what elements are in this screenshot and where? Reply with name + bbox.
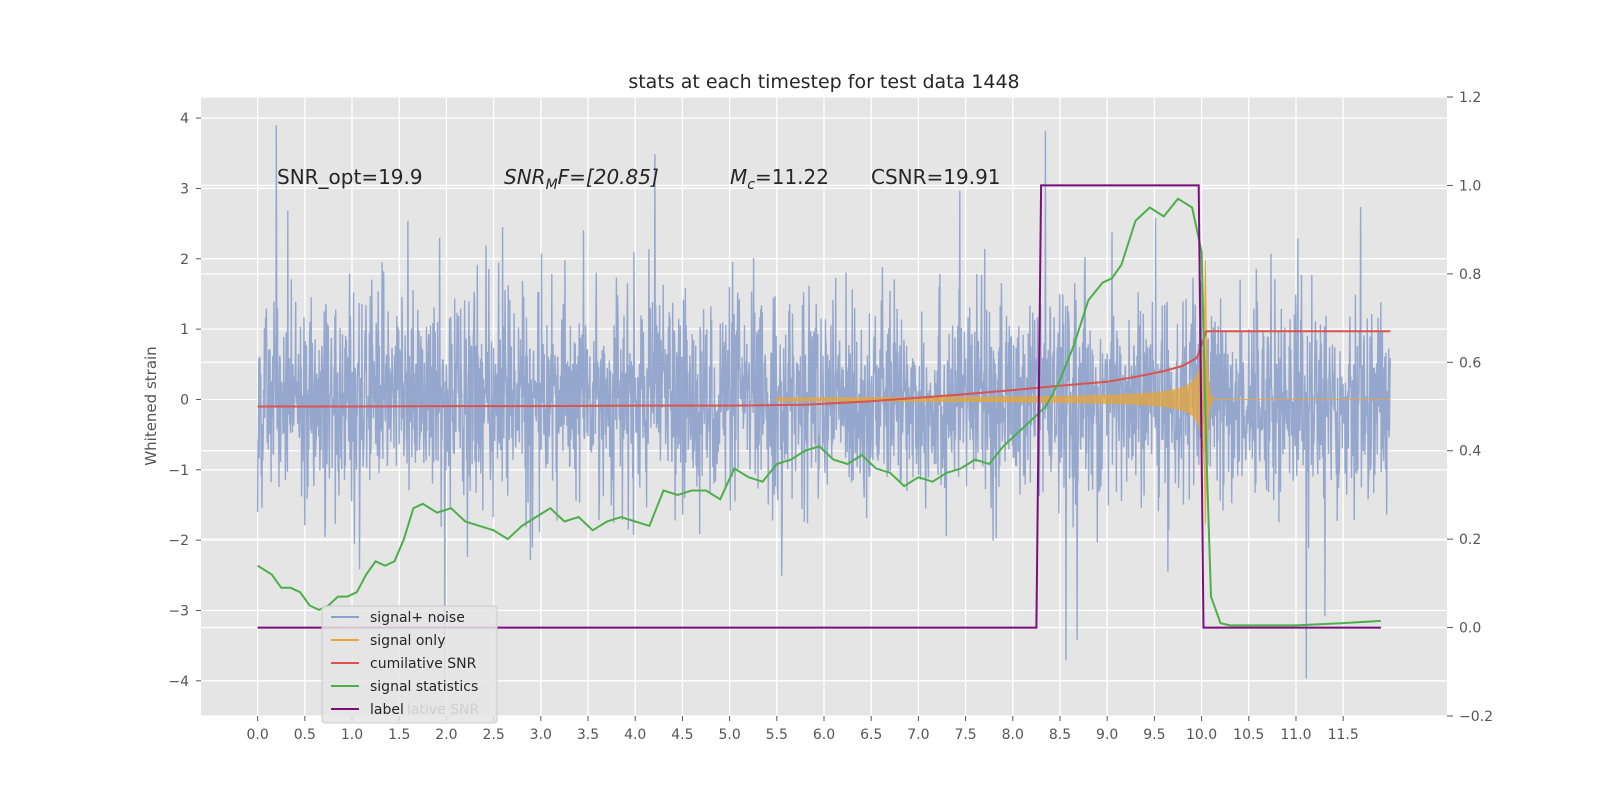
x-tick-label: 2.0 — [435, 727, 457, 743]
x-tick-label: 4.0 — [624, 727, 646, 743]
y-tick-label: −2 — [168, 533, 189, 549]
legend: lative SNR signal+ noise signal only cumil… — [321, 605, 498, 724]
legend-label: label — [370, 702, 404, 718]
chart-title: stats at each timestep for test data 144… — [628, 71, 1019, 93]
legend-label: signal+ noise — [370, 610, 465, 626]
legend-item-signal-statistics: signal statistics — [331, 679, 478, 695]
x-tick-label: 10.0 — [1186, 727, 1217, 743]
x-tick-label: 10.5 — [1233, 727, 1264, 743]
legend-item-signal-noise: signal+ noise — [331, 610, 465, 626]
y-tick-label: −1 — [168, 463, 189, 479]
annotation-snr-mf-rest-f: F=[20.85] — [558, 165, 659, 189]
annotation-mc: Mc=11.22 — [730, 165, 829, 193]
x-tick-label: 9.5 — [1143, 727, 1165, 743]
plot-content — [256, 125, 1391, 688]
annotation-snr-mf-main: SNR — [504, 165, 546, 189]
x-tick-label: 3.5 — [577, 727, 599, 743]
legend-label: signal only — [370, 633, 445, 649]
x-tick-label: 0.5 — [294, 727, 316, 743]
x-tick-label: 1.0 — [341, 727, 363, 743]
x-tick-label: 8.0 — [1002, 727, 1024, 743]
series-label — [257, 184, 1381, 629]
x-tick-label: 6.5 — [860, 727, 882, 743]
annotation-mc-sub: c — [747, 177, 755, 193]
y2-tick-label: 0.0 — [1459, 621, 1481, 637]
y2-tick-label: 1.2 — [1459, 90, 1481, 106]
x-tick-label: 5.5 — [766, 727, 788, 743]
legend-ghost-text: lative SNR — [407, 702, 480, 718]
y2-tick-label: 0.8 — [1459, 267, 1481, 283]
y-tick-label: −3 — [168, 603, 189, 619]
y-tick-label: 1 — [180, 322, 189, 338]
y-tick-label: 4 — [180, 111, 189, 127]
y-tick-label: 3 — [180, 181, 189, 197]
x-tick-label: 3.0 — [530, 727, 552, 743]
y-axis-ticks: 4 3 2 1 0 −1 −2 −3 −4 — [168, 111, 201, 690]
x-tick-label: 5.0 — [718, 727, 740, 743]
y2-tick-label: 1.0 — [1459, 178, 1481, 194]
y-tick-label: 2 — [180, 252, 189, 268]
annotation-mc-main: M — [730, 165, 747, 189]
x-tick-label: 7.5 — [954, 727, 976, 743]
legend-item-signal-only: signal only — [331, 633, 445, 649]
legend-items: signal+ noise signal only cumilative SNR si… — [331, 610, 478, 718]
x-tick-label: 11.5 — [1328, 727, 1359, 743]
y2-tick-label: 0.4 — [1459, 444, 1481, 460]
series-cumilative-snr — [257, 330, 1391, 408]
y2-tick-label: 0.2 — [1459, 532, 1481, 548]
x-tick-label: 1.5 — [388, 727, 410, 743]
x-tick-label: 4.5 — [671, 727, 693, 743]
legend-item-label: label — [331, 702, 404, 718]
x-tick-label: 0.0 — [247, 727, 269, 743]
x-tick-label: 7.0 — [907, 727, 929, 743]
x-tick-label: 6.0 — [813, 727, 835, 743]
annotation-snr-mf-sub: M — [546, 177, 558, 193]
annotation-mc-rest: =11.22 — [755, 165, 829, 189]
y-tick-label: −4 — [168, 674, 189, 690]
y-tick-label: 0 — [180, 392, 189, 408]
y2-axis-ticks: 1.2 1.0 0.8 0.6 0.4 0.2 0.0 −0.2 — [1447, 90, 1493, 725]
x-tick-label: 9.0 — [1096, 727, 1118, 743]
legend-item-cumilative-snr: cumilative SNR — [331, 656, 477, 672]
legend-label: signal statistics — [370, 679, 478, 695]
legend-box — [321, 605, 498, 724]
annotation-snr-opt: SNR_opt=19.9 — [277, 165, 423, 189]
x-tick-label: 8.5 — [1049, 727, 1071, 743]
series-signal-statistics — [257, 197, 1381, 627]
y2-tick-label: 0.6 — [1459, 355, 1481, 371]
annotation-csnr: CSNR=19.91 — [871, 165, 1001, 189]
x-axis-ticks: 0.0 0.5 1.0 1.5 2.0 2.5 3.0 3.5 4.0 4.5 5.0 5.5 6.0 6… — [247, 716, 1359, 743]
x-tick-label: 2.5 — [482, 727, 504, 743]
legend-label: cumilative SNR — [370, 656, 477, 672]
y2-tick-label: −0.2 — [1459, 709, 1493, 725]
x-tick-label: 11.0 — [1280, 727, 1311, 743]
annotation-snr-mf: SNRMF=[20.85] — [504, 165, 659, 193]
y-axis-label: Whitened strain — [142, 346, 160, 465]
